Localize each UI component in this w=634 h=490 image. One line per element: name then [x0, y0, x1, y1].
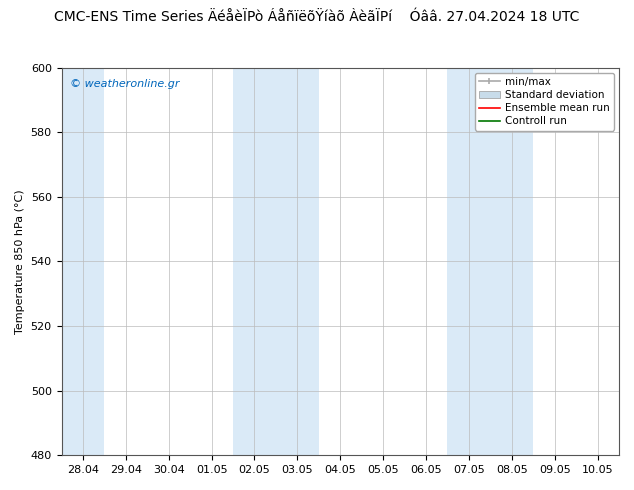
Legend: min/max, Standard deviation, Ensemble mean run, Controll run: min/max, Standard deviation, Ensemble me…: [475, 73, 614, 130]
Y-axis label: Temperature 850 hPa (°C): Temperature 850 hPa (°C): [15, 189, 25, 334]
Bar: [233, 68, 319, 455]
Bar: [448, 68, 533, 455]
Text: CMC-ENS Time Series ÄéåèÏPò ÁåñïëõŸíàõ ÀèãÏPí    Óââ. 27.04.2024 18 UTC: CMC-ENS Time Series ÄéåèÏPò ÁåñïëõŸíàõ À…: [55, 10, 579, 24]
Bar: [61, 68, 105, 455]
Text: © weatheronline.gr: © weatheronline.gr: [70, 79, 179, 89]
